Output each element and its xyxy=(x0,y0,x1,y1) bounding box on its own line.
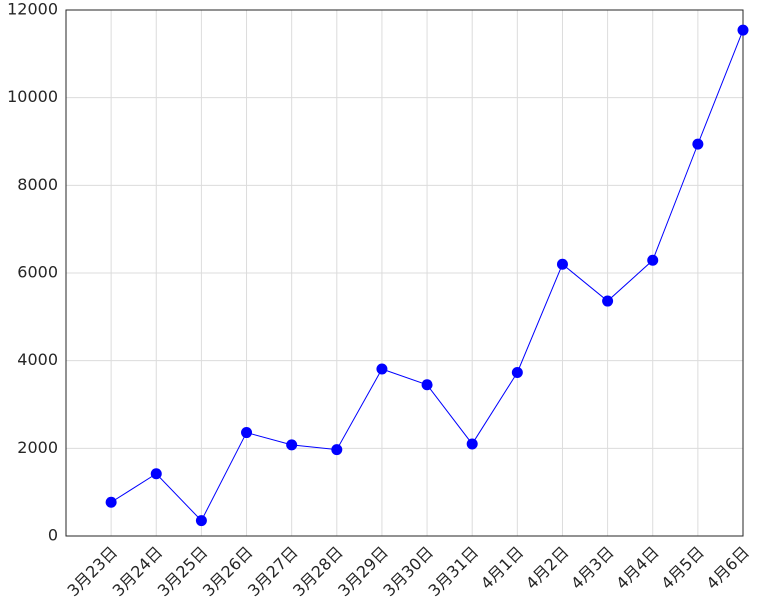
marker xyxy=(150,468,162,480)
marker xyxy=(737,24,749,36)
marker xyxy=(647,254,659,266)
y-tick-label: 6000 xyxy=(17,263,58,282)
marker xyxy=(331,444,343,456)
y-tick-label: 8000 xyxy=(17,175,58,194)
y-tick-label: 10000 xyxy=(7,87,58,106)
marker xyxy=(466,438,478,450)
marker xyxy=(692,138,704,150)
marker xyxy=(376,363,388,375)
y-tick-label: 12000 xyxy=(7,0,58,19)
marker xyxy=(602,295,614,307)
marker xyxy=(511,367,523,379)
marker xyxy=(105,496,117,508)
plot-box xyxy=(65,9,744,537)
marker xyxy=(241,427,253,439)
y-tick-label: 0 xyxy=(48,526,58,545)
y-tick-label: 2000 xyxy=(17,438,58,457)
y-tick-label: 4000 xyxy=(17,350,58,369)
marker xyxy=(286,439,298,451)
marker xyxy=(556,258,568,270)
marker xyxy=(421,379,433,391)
marker xyxy=(195,515,207,527)
